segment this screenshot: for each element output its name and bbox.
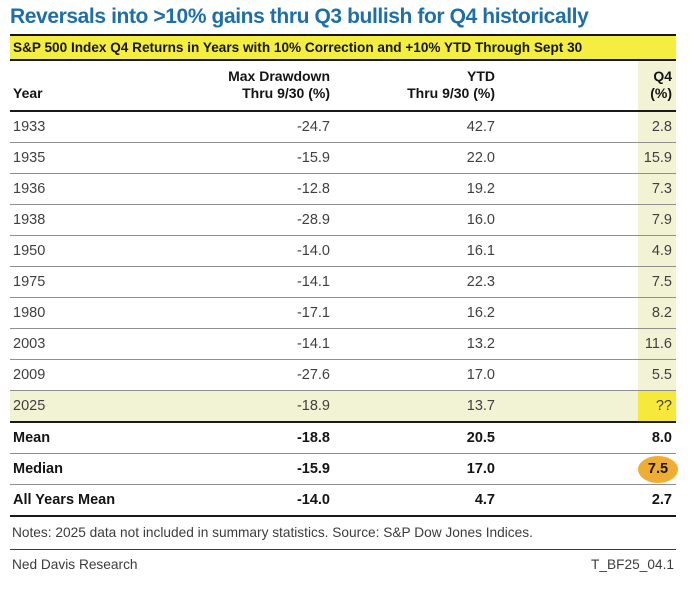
q4-cell: 7.5	[495, 266, 676, 298]
drawdown-cell: -14.1	[200, 328, 330, 360]
drawdown-cell: -15.9	[200, 142, 330, 174]
year-cell: 1933	[10, 111, 200, 143]
column-header-year-label: Year	[13, 85, 43, 101]
drawdown-cell: -24.7	[200, 111, 330, 143]
q4-cell: 2.7	[495, 484, 676, 517]
table-row: 1975 -14.1 22.3 7.5	[10, 266, 676, 298]
drawdown-cell: -14.1	[200, 266, 330, 298]
table-subtitle-banner: S&P 500 Index Q4 Returns in Years with 1…	[10, 34, 676, 61]
year-cell: 2009	[10, 359, 200, 391]
drawdown-cell: -28.9	[200, 204, 330, 236]
ytd-cell: 17.0	[330, 453, 495, 485]
ytd-cell: 22.3	[330, 266, 495, 298]
table-row: 2025 -18.9 13.7??	[10, 390, 676, 423]
q4-cell: 5.5	[495, 359, 676, 391]
ytd-cell: 20.5	[330, 422, 495, 454]
column-header-ytd: YTD Thru 9/30 (%)	[330, 61, 495, 112]
column-header-max-drawdown: Max Drawdown Thru 9/30 (%)	[200, 61, 330, 112]
table-row: 1935 -15.9 22.0 15.9	[10, 142, 676, 174]
ytd-cell: 13.7	[330, 390, 495, 423]
ytd-cell: 16.2	[330, 297, 495, 329]
summary-label-cell: Median	[10, 453, 200, 485]
q4-cell: ??	[495, 390, 676, 423]
year-cell: 2025	[10, 390, 200, 423]
table-row: 1933 -24.7 42.7 2.8	[10, 111, 676, 143]
ytd-cell: 17.0	[330, 359, 495, 391]
q4-cell: 11.6	[495, 328, 676, 360]
table-row: 2009 -27.6 17.0 5.5	[10, 359, 676, 391]
drawdown-cell: -18.8	[200, 422, 330, 454]
header-row: Year Max Drawdown Thru 9/30 (%) YTD Thru…	[10, 61, 676, 112]
ytd-cell: 16.1	[330, 235, 495, 267]
ytd-cell: 13.2	[330, 328, 495, 360]
summary-label-cell: All Years Mean	[10, 484, 200, 517]
ytd-cell: 4.7	[330, 484, 495, 517]
column-header-q4: Q4 (%)	[495, 61, 676, 112]
ytd-cell: 42.7	[330, 111, 495, 143]
table-row: 1938 -28.9 16.0 7.9	[10, 204, 676, 236]
year-cell: 1975	[10, 266, 200, 298]
median-q4-gold-circle: 7.5	[638, 456, 678, 483]
table-row: 1950 -14.0 16.1 4.9	[10, 235, 676, 267]
year-cell: 1980	[10, 297, 200, 329]
drawdown-cell: -12.8	[200, 173, 330, 205]
table-row: 2003 -14.1 13.2 11.6	[10, 328, 676, 360]
ytd-cell: 22.0	[330, 142, 495, 174]
year-cell: 2003	[10, 328, 200, 360]
q4-cell: 8.2	[495, 297, 676, 329]
footer-chart-id: T_BF25_04.1	[591, 557, 674, 572]
q4-cell: 2.8	[495, 111, 676, 143]
footer-source: Ned Davis Research	[12, 557, 138, 572]
table-row: 1936 -12.8 19.2 7.3	[10, 173, 676, 205]
q4-cell: 7.5	[495, 453, 678, 485]
table-body: 1933 -24.7 42.7 2.8 1935 -15.9 22.0 15.9 1936 -12…	[10, 111, 676, 423]
table-row: 1980 -17.1 16.2 8.2	[10, 297, 676, 329]
ytd-cell: 19.2	[330, 173, 495, 205]
year-cell: 1938	[10, 204, 200, 236]
q4-cell: 15.9	[495, 142, 676, 174]
page-title: Reversals into >10% gains thru Q3 bullis…	[10, 5, 589, 28]
footer: Ned Davis Research T_BF25_04.1	[10, 550, 676, 572]
summary-row: All Years Mean -14.0 4.7 2.7	[10, 484, 676, 517]
summary-body: Mean -18.8 20.5 8.0 Median -15.9 17.0 7.5 All Ye…	[10, 422, 678, 517]
q4-cell: 7.3	[495, 173, 676, 205]
year-cell: 1935	[10, 142, 200, 174]
drawdown-cell: -14.0	[200, 484, 330, 517]
summary-row: Median -15.9 17.0 7.5	[10, 453, 678, 485]
ytd-cell: 16.0	[330, 204, 495, 236]
year-cell: 1950	[10, 235, 200, 267]
q4-cell: 4.9	[495, 235, 676, 267]
year-cell: 1936	[10, 173, 200, 205]
drawdown-cell: -14.0	[200, 235, 330, 267]
summary-row: Mean -18.8 20.5 8.0	[10, 422, 676, 454]
notes-text: Notes: 2025 data not included in summary…	[10, 517, 676, 550]
drawdown-cell: -15.9	[200, 453, 330, 485]
table-header: Year Max Drawdown Thru 9/30 (%) YTD Thru…	[10, 61, 676, 112]
summary-label-cell: Mean	[10, 422, 200, 454]
q4-cell: 8.0	[495, 422, 676, 454]
drawdown-cell: -18.9	[200, 390, 330, 423]
drawdown-cell: -17.1	[200, 297, 330, 329]
column-header-year: Year	[10, 61, 200, 112]
drawdown-cell: -27.6	[200, 359, 330, 391]
returns-table: Year Max Drawdown Thru 9/30 (%) YTD Thru…	[10, 61, 678, 517]
q4-cell: 7.9	[495, 204, 676, 236]
